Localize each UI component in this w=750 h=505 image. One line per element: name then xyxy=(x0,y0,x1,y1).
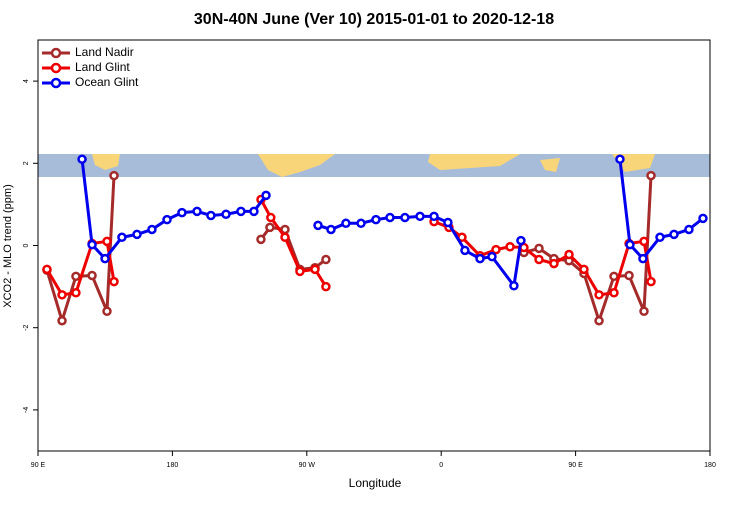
legend-label: Ocean Glint xyxy=(75,75,139,89)
point xyxy=(295,266,305,277)
point xyxy=(487,251,497,262)
point xyxy=(534,243,544,254)
point xyxy=(326,224,336,235)
point xyxy=(280,232,290,243)
point xyxy=(102,236,112,247)
point xyxy=(371,214,381,225)
y-tick-label: -4 xyxy=(23,407,30,413)
point xyxy=(639,236,649,247)
point xyxy=(313,220,323,231)
series-line xyxy=(80,159,704,290)
point xyxy=(579,264,589,275)
point xyxy=(594,290,604,300)
point xyxy=(100,253,110,264)
legend-marker xyxy=(50,47,62,59)
point xyxy=(625,239,635,250)
point xyxy=(321,281,331,292)
point xyxy=(71,271,81,282)
map-strip xyxy=(38,154,710,177)
point xyxy=(261,190,271,201)
x-tick-label: 180 xyxy=(704,462,716,469)
point xyxy=(509,281,519,291)
point xyxy=(256,234,266,245)
point xyxy=(564,249,574,260)
y-tick-label: 2 xyxy=(23,161,30,165)
point xyxy=(669,229,679,240)
point xyxy=(87,239,97,250)
y-axis-label: XCO2 - MLO trend (ppm) xyxy=(2,184,14,307)
point xyxy=(534,254,544,265)
point xyxy=(77,154,87,164)
x-tick-label: 90 W xyxy=(299,462,316,469)
point xyxy=(57,315,67,326)
point xyxy=(117,232,127,243)
point xyxy=(192,206,202,217)
legend-label: Land Nadir xyxy=(75,45,134,59)
point xyxy=(684,224,694,235)
point xyxy=(42,264,52,275)
plot-frame xyxy=(37,39,711,452)
series-line xyxy=(45,175,653,326)
point xyxy=(177,207,187,218)
point xyxy=(609,288,619,298)
point xyxy=(609,271,619,282)
point xyxy=(385,212,395,223)
point xyxy=(460,245,470,256)
legend-label: Land Glint xyxy=(75,60,130,74)
point xyxy=(646,276,656,287)
point xyxy=(236,206,246,217)
point xyxy=(249,206,259,217)
point xyxy=(356,218,366,229)
x-tick-label: 0 xyxy=(439,462,443,469)
point xyxy=(646,170,656,181)
point xyxy=(57,290,67,300)
y-tick-label: 4 xyxy=(23,79,30,83)
x-tick-label: 90 E xyxy=(31,462,46,469)
point xyxy=(638,253,648,264)
point xyxy=(206,210,216,221)
point xyxy=(415,211,425,222)
point xyxy=(102,306,112,317)
point xyxy=(132,229,142,240)
legend-marker xyxy=(50,77,62,89)
point xyxy=(549,258,559,269)
point xyxy=(491,244,501,255)
y-tick-label: 0 xyxy=(23,243,30,247)
point xyxy=(516,235,526,246)
point xyxy=(594,315,604,326)
point xyxy=(624,270,634,281)
point xyxy=(221,209,231,220)
point xyxy=(475,253,485,264)
x-tick-label: 90 E xyxy=(568,462,583,469)
point xyxy=(109,170,119,181)
point xyxy=(71,288,81,298)
y-tick-label: -2 xyxy=(23,324,30,330)
x-tick-label: 180 xyxy=(167,462,179,469)
point xyxy=(400,212,410,223)
point xyxy=(321,254,331,265)
point xyxy=(87,270,97,281)
point xyxy=(162,214,172,225)
point xyxy=(698,213,708,224)
point xyxy=(429,211,439,222)
point xyxy=(341,218,351,229)
point xyxy=(266,212,276,223)
chart-title: 30N-40N June (Ver 10) 2015-01-01 to 2020… xyxy=(194,11,554,28)
legend-marker xyxy=(50,62,62,74)
point xyxy=(265,222,275,233)
point xyxy=(147,224,157,235)
point xyxy=(443,217,453,228)
point xyxy=(615,154,625,164)
point xyxy=(109,276,119,287)
x-axis-label: Longitude xyxy=(349,476,402,490)
series-line xyxy=(45,198,653,297)
point xyxy=(505,241,515,252)
point xyxy=(655,232,665,243)
point xyxy=(310,264,320,275)
point xyxy=(639,306,649,317)
